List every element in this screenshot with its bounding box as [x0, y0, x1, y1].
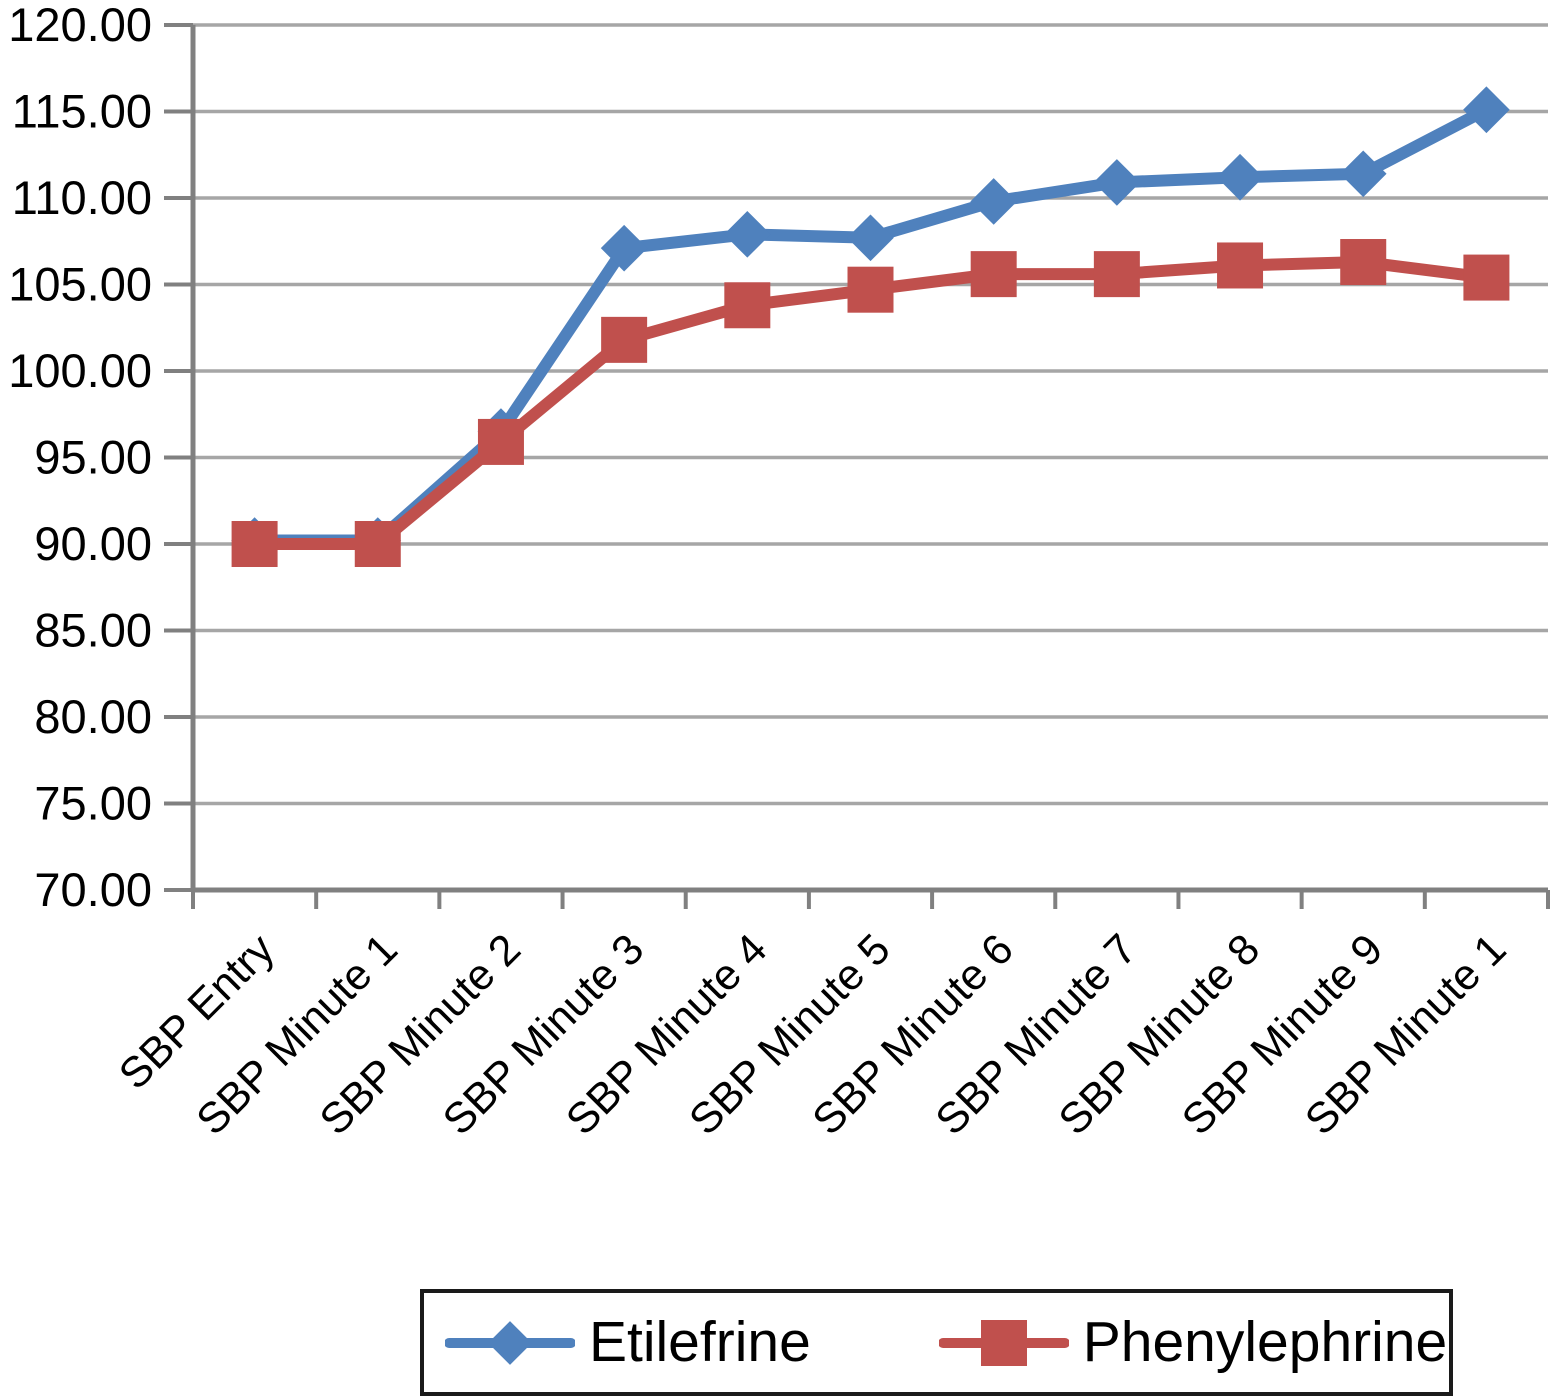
- legend-label-etilefrine: Etilefrine: [589, 1310, 811, 1374]
- y-tick-label: 95.00: [34, 431, 152, 484]
- y-tick-label: 70.00: [34, 863, 152, 916]
- legend-entry-etilefrine[interactable]: Etilefrine: [445, 1313, 811, 1373]
- legend-entry-phenylephrine[interactable]: Phenylephrine: [938, 1310, 1448, 1374]
- data-point-phenylephrine: [1340, 239, 1387, 286]
- data-point-phenylephrine: [970, 251, 1017, 298]
- data-point-etilefrine: [847, 214, 894, 262]
- data-point-phenylephrine: [477, 418, 524, 465]
- data-point-etilefrine: [1463, 86, 1510, 134]
- data-point-phenylephrine: [724, 282, 771, 329]
- data-point-etilefrine: [1216, 153, 1264, 201]
- y-axis-ticks: [164, 23, 193, 892]
- data-point-phenylephrine: [1463, 254, 1510, 301]
- data-point-etilefrine: [723, 210, 771, 258]
- y-tick-label: 80.00: [34, 690, 152, 743]
- data-point-etilefrine: [970, 178, 1018, 225]
- data-point-phenylephrine: [847, 266, 894, 313]
- y-tick-label: 90.00: [34, 517, 152, 570]
- data-point-phenylephrine: [601, 316, 648, 363]
- legend: Etilefrine Phenylephrine: [420, 1289, 1453, 1396]
- gridlines: [193, 23, 1548, 892]
- sbp-line-chart: 70.00 75.00 80.00 85.00 90.00 95.00 100.00 105.…: [8, 0, 1550, 1145]
- data-point-etilefrine: [600, 224, 648, 272]
- data-series: [231, 86, 1510, 567]
- data-point-phenylephrine: [1217, 242, 1264, 289]
- y-tick-label: 115.00: [12, 85, 152, 138]
- legend-label-phenylephrine: Phenylephrine: [1082, 1310, 1448, 1374]
- phenylephrine-line-square-icon: [938, 1319, 1069, 1366]
- y-tick-label: 110.00: [12, 171, 152, 224]
- data-point-phenylephrine: [1093, 251, 1140, 298]
- chart-canvas: 70.00 75.00 80.00 85.00 90.00 95.00 100.00 105.…: [8, 0, 1550, 1145]
- data-point-etilefrine: [1093, 159, 1141, 206]
- data-point-phenylephrine: [354, 521, 401, 567]
- etilefrine-line-diamond-icon: [445, 1320, 575, 1365]
- data-point-etilefrine: [1339, 150, 1387, 198]
- data-point-phenylephrine: [231, 521, 278, 567]
- y-axis-labels: 70.00 75.00 80.00 85.00 90.00 95.00 100.00 105.…: [8, 0, 152, 916]
- y-tick-label: 85.00: [34, 604, 152, 657]
- y-tick-label: 75.00: [34, 777, 152, 830]
- x-axis-ticks: [191, 890, 1550, 909]
- y-tick-label: 105.00: [8, 258, 152, 311]
- y-tick-label: 100.00: [8, 344, 152, 397]
- series-line-etilefrine: [248, 103, 1493, 547]
- y-tick-label: 120.00: [8, 0, 152, 51]
